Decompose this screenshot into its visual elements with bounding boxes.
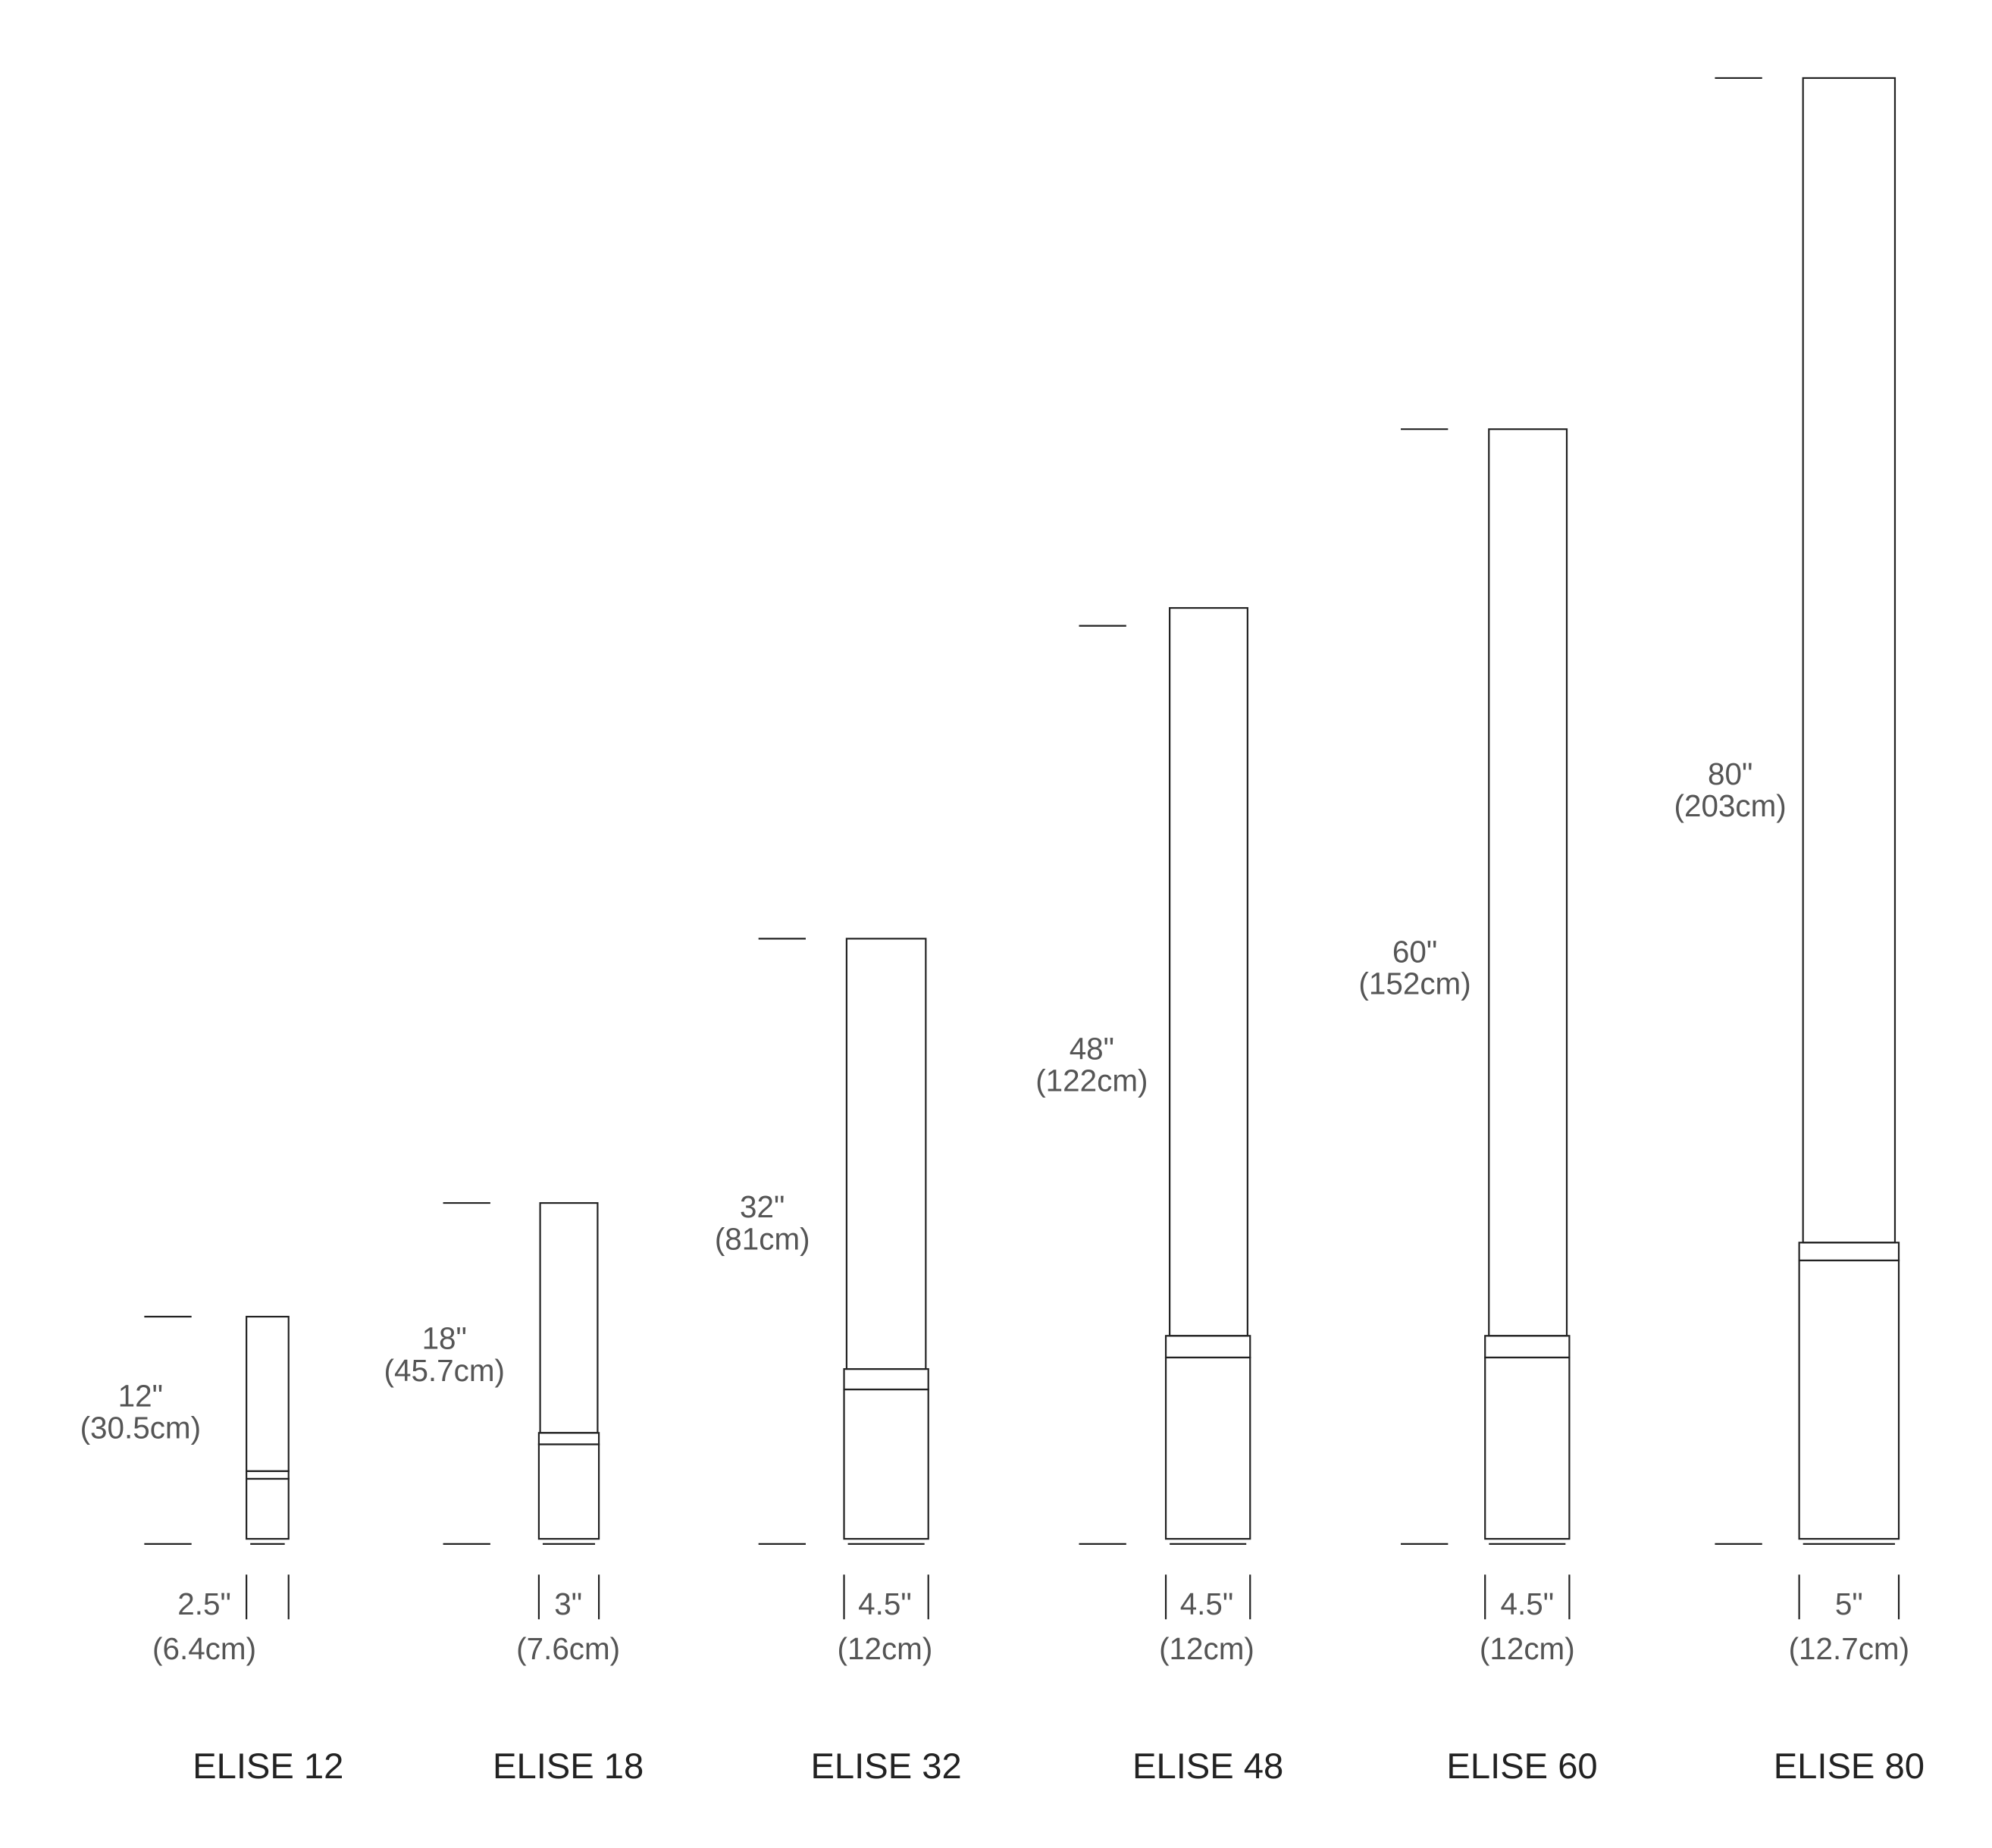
lamp-tube [1169,606,1248,1337]
lamp-tube [845,938,927,1370]
width-label-cm: (12cm) [1480,1631,1575,1666]
lamp-band [843,1367,929,1391]
lamp-base [843,1388,929,1540]
height-label: 18" [422,1321,467,1356]
width-label: 2.5" [177,1586,231,1621]
product-name: ELISE 48 [1132,1746,1283,1786]
width-label: 4.5" [1180,1586,1234,1621]
height-label-cm: (81cm) [715,1221,810,1256]
product-name: ELISE 32 [810,1746,961,1786]
lamp-base [246,1477,290,1540]
lamp-band [537,1432,600,1446]
lamp-base [1798,1259,1900,1540]
product-name: ELISE 12 [193,1746,343,1786]
width-label-cm: (12.7cm) [1789,1631,1909,1666]
width-label: 4.5" [1501,1586,1555,1621]
width-label: 3" [554,1586,582,1621]
lamp-tube [246,1315,290,1472]
height-label: 12" [118,1379,163,1414]
height-label: 80" [1708,756,1752,791]
lamp-tube [539,1201,599,1434]
product-name: ELISE 80 [1774,1746,1925,1786]
lamp-base [537,1443,600,1540]
height-label: 48" [1070,1031,1114,1066]
lamp-tube [1488,428,1568,1337]
lamp-base [1484,1356,1571,1540]
height-label-cm: (152cm) [1358,966,1471,1001]
height-label-cm: (45.7cm) [384,1353,505,1388]
width-label: 4.5" [858,1586,912,1621]
height-label-cm: (203cm) [1674,788,1787,823]
width-label-cm: (12cm) [1159,1631,1254,1666]
lamp-band [1798,1242,1900,1261]
lamp-band [1164,1335,1251,1359]
height-label-cm: (30.5cm) [80,1411,201,1446]
lamp-tube [1802,77,1896,1244]
height-label-cm: (122cm) [1035,1063,1148,1098]
width-label-cm: (7.6cm) [516,1631,620,1666]
lamp-base [1164,1356,1251,1540]
product-name: ELISE 60 [1446,1746,1597,1786]
product-name: ELISE 18 [493,1746,644,1786]
width-label-cm: (12cm) [838,1631,933,1666]
width-label-cm: (6.4cm) [152,1631,256,1666]
lamp-band [246,1470,290,1480]
lamp-band [1484,1335,1571,1359]
width-label: 5" [1835,1586,1863,1621]
height-label: 60" [1392,934,1437,969]
height-label: 32" [740,1189,785,1224]
